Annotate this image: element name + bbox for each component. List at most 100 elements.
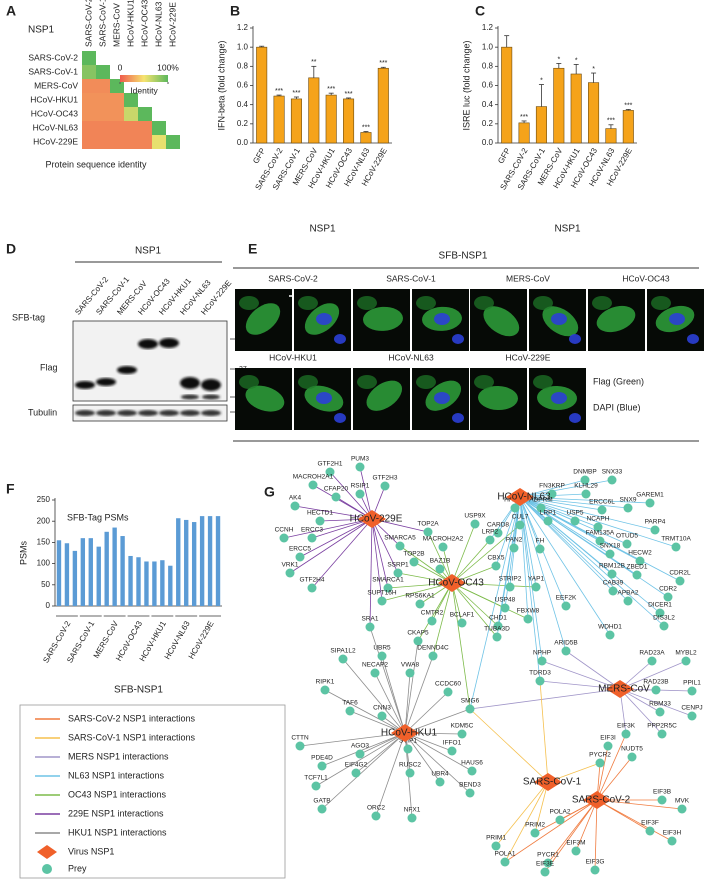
panel-caption: SARS-CoV-2 <box>268 273 318 283</box>
prey-node <box>671 542 681 552</box>
prey-node <box>540 867 550 877</box>
edge <box>321 732 406 810</box>
prey-label: CTTN <box>291 735 309 742</box>
prey-node <box>403 744 413 754</box>
bar <box>56 540 62 606</box>
prey-label: STIP1 <box>399 738 417 745</box>
edge <box>619 660 687 690</box>
prey-label: SNX9 <box>620 497 637 504</box>
prey-label: NCAPH <box>587 516 610 523</box>
colorbar-label: Identity <box>130 85 158 95</box>
legend-label: SARS-CoV-2 NSP1 interactions <box>68 713 196 723</box>
prey-node <box>675 576 685 586</box>
prey-label: EIF3M <box>566 840 585 847</box>
nucleus <box>452 413 464 423</box>
panel-caption: HCoV-229E <box>506 352 551 362</box>
bar <box>360 132 372 144</box>
prey-label: ERCC3 <box>301 527 323 534</box>
y-tick-label: 50 <box>41 580 50 589</box>
bar <box>144 561 149 606</box>
chart-title: SFB-Tag PSMs <box>67 512 129 522</box>
edge <box>596 799 683 810</box>
band <box>138 339 158 349</box>
panel-label: A <box>6 3 16 19</box>
prey-node <box>365 622 375 632</box>
prey-node <box>500 857 510 867</box>
prey-node <box>338 654 348 664</box>
prey-label: CDR2 <box>659 586 677 593</box>
prey-node <box>317 804 327 814</box>
bar <box>622 110 634 144</box>
significance-label: * <box>540 77 543 84</box>
prey-node <box>555 815 565 825</box>
prey-node <box>457 618 467 628</box>
edge <box>294 505 373 520</box>
prey-label: TOP2A <box>417 521 439 528</box>
prey-node <box>635 556 645 566</box>
prey-node <box>435 777 445 787</box>
prey-label: FAM135A <box>586 530 615 537</box>
bar <box>96 546 101 606</box>
nucleus <box>316 313 332 325</box>
prey-label: PAN2 <box>506 537 523 544</box>
edge <box>451 582 537 588</box>
hub-node <box>506 488 534 506</box>
prey-label: POLA2 <box>550 809 571 816</box>
hub-node <box>358 510 386 528</box>
y-tick-label: 200 <box>37 516 51 525</box>
y-tick-label: 1.2 <box>237 23 249 32</box>
prey-node <box>405 668 415 678</box>
edge <box>342 658 406 734</box>
prey-node <box>561 646 571 656</box>
prey-node <box>597 505 607 515</box>
bar <box>160 560 165 606</box>
prey-node <box>667 836 677 846</box>
edge <box>519 479 613 498</box>
prey-node <box>393 568 403 578</box>
panel-caption: HCoV-HKU1 <box>269 352 317 362</box>
edge <box>541 660 621 690</box>
prey-label: SMG6 <box>461 698 480 705</box>
prey-label: PRIM2 <box>525 822 545 829</box>
heatmap-cell <box>138 121 152 135</box>
cell <box>298 296 318 310</box>
band <box>75 410 95 416</box>
prey-node <box>285 568 295 578</box>
prey-label: MYBL2 <box>675 650 697 657</box>
prey-node <box>413 636 423 646</box>
cell <box>416 296 436 310</box>
heatmap-cell <box>82 65 96 79</box>
edge <box>451 523 476 584</box>
hub-label: MERS-CoV <box>598 684 650 695</box>
prey-label: KLHL29 <box>574 483 598 490</box>
edge <box>451 582 471 710</box>
tag-label: SFB-tag <box>12 312 45 322</box>
hub-node <box>583 791 611 809</box>
prey-node <box>623 596 633 606</box>
significance-label: *** <box>275 88 283 95</box>
edge <box>451 582 499 627</box>
prey-label: GTF2H4 <box>300 577 325 584</box>
bar <box>518 122 530 144</box>
prey-node <box>607 569 617 579</box>
prey-node <box>655 608 665 618</box>
prey-node <box>315 516 325 526</box>
cell <box>239 375 259 389</box>
edge <box>496 496 521 638</box>
legend-label: Prey <box>68 863 87 873</box>
panel-label: G <box>264 484 275 500</box>
bar <box>152 561 157 606</box>
prey-node <box>427 616 437 626</box>
prey-node <box>377 596 387 606</box>
edge <box>619 688 693 717</box>
prey-label: FN3KRP <box>539 483 565 490</box>
prey-label: BAZ1B <box>430 558 451 565</box>
heatmap-cell <box>96 135 110 149</box>
prey-node <box>295 741 305 751</box>
significance-label: * <box>592 66 595 73</box>
prey-label: PYCR2 <box>589 752 611 759</box>
prey-label: USP9X <box>464 513 486 520</box>
prey-node <box>317 761 327 771</box>
edge <box>371 518 383 602</box>
prey-node <box>593 522 603 532</box>
